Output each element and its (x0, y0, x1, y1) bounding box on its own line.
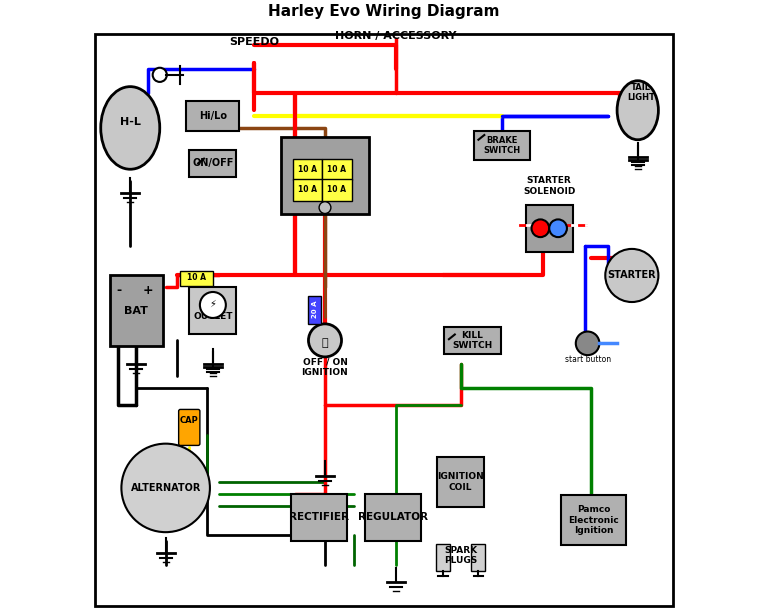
Text: RECTIFIER: RECTIFIER (289, 513, 349, 522)
Circle shape (309, 324, 342, 357)
Circle shape (121, 444, 210, 532)
Text: 10 A: 10 A (187, 274, 207, 282)
Circle shape (200, 292, 226, 318)
Text: ON/OFF: ON/OFF (192, 158, 233, 168)
Circle shape (531, 219, 549, 237)
Text: -: - (116, 284, 121, 297)
Text: start button: start button (564, 355, 611, 364)
Circle shape (319, 201, 331, 214)
Text: SPARK
PLUGS: SPARK PLUGS (444, 546, 478, 565)
Text: Pamco
Electronic
Ignition: Pamco Electronic Ignition (568, 506, 619, 535)
Ellipse shape (101, 87, 160, 169)
Text: 🔑: 🔑 (322, 338, 328, 348)
FancyBboxPatch shape (293, 179, 322, 201)
Text: KILL
SWITCH: KILL SWITCH (452, 331, 492, 350)
FancyBboxPatch shape (110, 275, 163, 346)
FancyBboxPatch shape (180, 271, 213, 285)
FancyBboxPatch shape (322, 159, 352, 180)
Text: 10 A: 10 A (327, 185, 346, 195)
Text: SPEEDO: SPEEDO (229, 38, 280, 47)
Text: BAT: BAT (124, 306, 148, 316)
FancyBboxPatch shape (291, 494, 347, 541)
Text: 10 A: 10 A (298, 185, 316, 195)
FancyBboxPatch shape (525, 205, 573, 252)
Text: 20 A: 20 A (312, 301, 318, 318)
FancyBboxPatch shape (561, 495, 626, 545)
Text: IGNITION
COIL: IGNITION COIL (437, 472, 484, 492)
Text: IGNITION: IGNITION (302, 368, 349, 378)
FancyBboxPatch shape (436, 544, 450, 570)
FancyBboxPatch shape (189, 287, 237, 334)
FancyBboxPatch shape (293, 159, 322, 180)
Text: ALTERNATOR: ALTERNATOR (131, 483, 201, 493)
FancyBboxPatch shape (189, 150, 237, 177)
Text: HORN / ACCESSORY: HORN / ACCESSORY (335, 31, 456, 41)
FancyBboxPatch shape (309, 296, 322, 324)
Ellipse shape (617, 81, 658, 140)
FancyBboxPatch shape (187, 102, 240, 131)
Text: +: + (143, 284, 154, 297)
Text: 10 A: 10 A (298, 164, 316, 174)
Title: Harley Evo Wiring Diagram: Harley Evo Wiring Diagram (268, 4, 500, 19)
Text: ⚡: ⚡ (210, 299, 217, 309)
FancyBboxPatch shape (281, 137, 369, 214)
Text: 10 A: 10 A (327, 164, 346, 174)
Text: STARTER: STARTER (607, 270, 656, 280)
FancyBboxPatch shape (365, 494, 421, 541)
Text: STARTER
SOLENOID: STARTER SOLENOID (523, 176, 575, 196)
Text: PWR
OUTLET: PWR OUTLET (193, 301, 233, 320)
Text: BRAKE
SWITCH: BRAKE SWITCH (484, 136, 521, 155)
Circle shape (605, 249, 658, 302)
Circle shape (549, 219, 567, 237)
Text: OFF / ON: OFF / ON (303, 357, 347, 366)
FancyBboxPatch shape (179, 410, 200, 445)
Circle shape (153, 68, 167, 82)
FancyBboxPatch shape (437, 457, 485, 507)
Text: H-L: H-L (120, 117, 141, 127)
Text: Hi/Lo: Hi/Lo (199, 111, 227, 121)
FancyBboxPatch shape (472, 544, 485, 570)
FancyBboxPatch shape (94, 33, 674, 606)
FancyBboxPatch shape (474, 131, 530, 160)
Text: CAP: CAP (180, 416, 199, 424)
Text: TAIL
LIGHT: TAIL LIGHT (627, 83, 654, 102)
Circle shape (576, 331, 599, 355)
Text: REGULATOR: REGULATOR (358, 513, 428, 522)
FancyBboxPatch shape (322, 179, 352, 201)
FancyBboxPatch shape (445, 327, 501, 354)
